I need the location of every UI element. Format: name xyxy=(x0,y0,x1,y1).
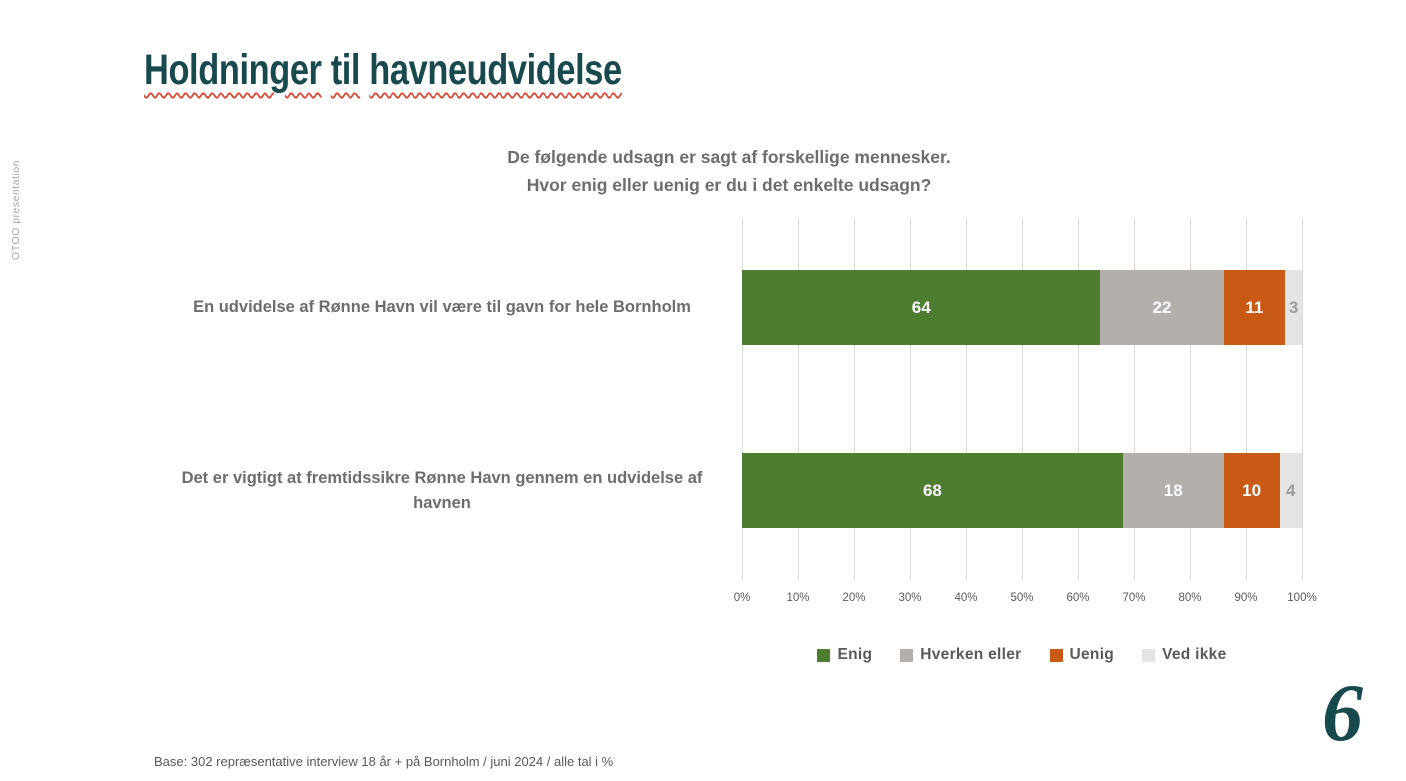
bar-segment-ved-ikke: 3 xyxy=(1285,270,1302,345)
bar-segment-enig: 64 xyxy=(742,270,1101,345)
legend-label: Enig xyxy=(837,646,873,663)
bar-row: 68 18 10 4 xyxy=(742,453,1302,528)
bar-value-label: 18 xyxy=(1163,480,1183,500)
x-tick-label: 50% xyxy=(1010,592,1034,604)
x-tick-label: 90% xyxy=(1234,592,1258,604)
category-label: En udvidelse af Rønne Havn vil være til … xyxy=(193,298,691,316)
legend-label: Hverken eller xyxy=(920,646,1022,663)
bar-value-label: 22 xyxy=(1152,297,1172,317)
legend-label: Uenig xyxy=(1069,646,1115,663)
legend-item-hverken-eller: Hverken eller xyxy=(900,646,1021,664)
legend-item-enig: Enig xyxy=(817,646,872,664)
bar-segment-uenig: 11 xyxy=(1223,270,1286,345)
grid-line xyxy=(1302,218,1303,580)
grid-line xyxy=(1246,218,1247,580)
legend-item-ved-ikke: Ved ikke xyxy=(1142,646,1226,664)
x-tick-label: 30% xyxy=(898,592,922,604)
chart-title: De følgende udsagn er sagt af forskellig… xyxy=(155,143,1303,199)
page-title-word: Holdninger xyxy=(144,46,322,94)
legend: Enig Hverken eller Uenig Ved ikke xyxy=(742,646,1302,664)
x-tick-label: 100% xyxy=(1287,592,1317,604)
side-label: OTOO presentation xyxy=(10,160,22,260)
logo: 6 xyxy=(1322,667,1363,758)
grid-line xyxy=(966,218,967,580)
x-tick-label: 20% xyxy=(842,592,866,604)
grid-line xyxy=(1022,218,1023,580)
legend-swatch xyxy=(817,648,831,662)
x-tick-label: 0% xyxy=(733,592,751,604)
category-label: Det er vigtigt at fremtidssikre Rønne Ha… xyxy=(181,468,703,512)
chart-title-line: De følgende udsagn er sagt af forskellig… xyxy=(507,147,951,167)
grid-line xyxy=(854,218,855,580)
bar-segment-uenig: 10 xyxy=(1223,453,1280,528)
bar-segment-hverken-eller: 18 xyxy=(1122,453,1224,528)
plot-area xyxy=(742,218,1303,580)
grid-line xyxy=(910,218,911,580)
bar-segment-enig: 68 xyxy=(742,453,1123,528)
x-tick-label: 70% xyxy=(1122,592,1146,604)
x-tick-label: 40% xyxy=(954,592,978,604)
x-tick-label: 60% xyxy=(1066,592,1090,604)
grid-line xyxy=(1078,218,1079,580)
x-tick-label: 10% xyxy=(786,592,810,604)
legend-swatch xyxy=(1049,648,1063,662)
bar-value-label: 4 xyxy=(1286,480,1296,500)
legend-label: Ved ikke xyxy=(1162,646,1227,663)
bar-value-label: 11 xyxy=(1245,297,1264,317)
grid-line xyxy=(798,218,799,580)
bar-value-label: 3 xyxy=(1288,297,1299,317)
grid-line xyxy=(742,218,743,580)
bar-value-label: 68 xyxy=(922,480,942,500)
page-title: Holdninger til havneudvidelse xyxy=(144,46,622,95)
x-tick-label: 80% xyxy=(1178,592,1202,604)
bar-segment-hverken-eller: 22 xyxy=(1100,270,1224,345)
page-title-word: til xyxy=(330,46,361,94)
legend-swatch xyxy=(900,648,914,662)
legend-swatch xyxy=(1142,648,1156,662)
grid-line xyxy=(1190,218,1191,580)
bar-value-label: 10 xyxy=(1242,480,1262,500)
bar-row: 64 22 11 3 xyxy=(742,270,1302,345)
bar-segment-ved-ikke: 4 xyxy=(1279,453,1302,528)
legend-item-uenig: Uenig xyxy=(1049,646,1115,664)
page-title-word: havneudvidelse xyxy=(369,46,622,94)
base-note: Base: 302 repræsentative interview 18 år… xyxy=(154,754,614,769)
grid-line xyxy=(1134,218,1135,580)
chart-title-line: Hvor enig eller uenig er du i det enkelt… xyxy=(526,175,932,195)
bar-value-label: 64 xyxy=(911,297,931,317)
